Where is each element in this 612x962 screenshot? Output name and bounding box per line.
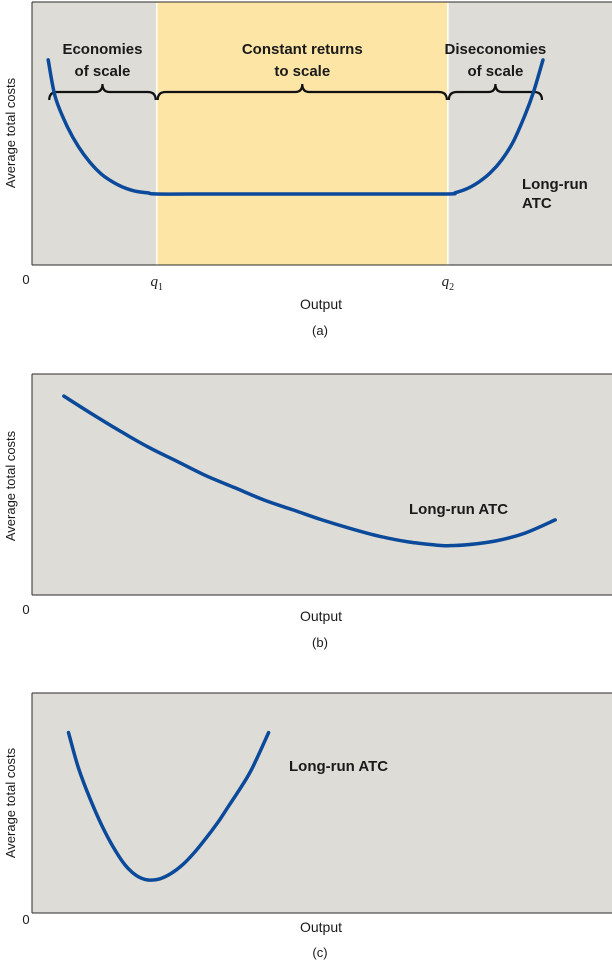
y-axis-label-b: Average total costs xyxy=(3,430,18,541)
panel-label-a: (a) xyxy=(312,323,328,338)
region-brace xyxy=(156,83,448,101)
region-brace xyxy=(447,83,544,101)
origin-label-c: 0 xyxy=(22,912,29,927)
y-axis-label-c: Average total costs xyxy=(3,747,18,858)
x-tick-labels-a: q1 q2 xyxy=(150,274,454,293)
region-label: Constant returns xyxy=(242,41,363,58)
origin-label-a: 0 xyxy=(22,272,29,287)
panel-a: Economies of scale Constant returns to scal… xyxy=(3,1,612,338)
x-axis-label-c: Output xyxy=(300,919,342,935)
constant-returns-region xyxy=(156,2,448,265)
panel-label-b: (b) xyxy=(312,635,328,650)
origin-label-b: 0 xyxy=(22,602,29,617)
y-axis-label-a: Average total costs xyxy=(3,77,18,188)
panel-b: Long-run ATC Average total costs 0 Outpu… xyxy=(3,373,612,650)
x-axis-label-b: Output xyxy=(300,608,342,624)
series-label-a-line1: Long-run xyxy=(522,176,588,193)
panel-c: Long-run ATC Average total costs 0 Outpu… xyxy=(3,692,612,960)
long-run-atc-curve-a xyxy=(46,58,545,196)
x-axis-label-a: Output xyxy=(300,296,342,312)
long-run-atc-curve-c xyxy=(66,730,271,882)
long-run-atc-curve-b xyxy=(62,394,557,548)
region-label: to scale xyxy=(274,63,330,80)
series-label-a-line2: ATC xyxy=(522,195,552,212)
plot-area-c xyxy=(32,693,612,913)
series-label-c: Long-run ATC xyxy=(289,758,388,775)
series-label-b: Long-run ATC xyxy=(409,501,508,518)
region-label: of scale xyxy=(467,63,523,80)
panel-label-c: (c) xyxy=(312,945,327,960)
region-label: Economies xyxy=(62,41,142,58)
region-label: of scale xyxy=(75,63,131,80)
x-tick-label: q1 xyxy=(150,274,163,293)
x-tick-label: q2 xyxy=(442,274,455,293)
region-label: Diseconomies xyxy=(445,41,547,58)
region-labels: Economies of scale Constant returns to scal… xyxy=(62,41,546,80)
plot-area-b xyxy=(32,374,612,595)
